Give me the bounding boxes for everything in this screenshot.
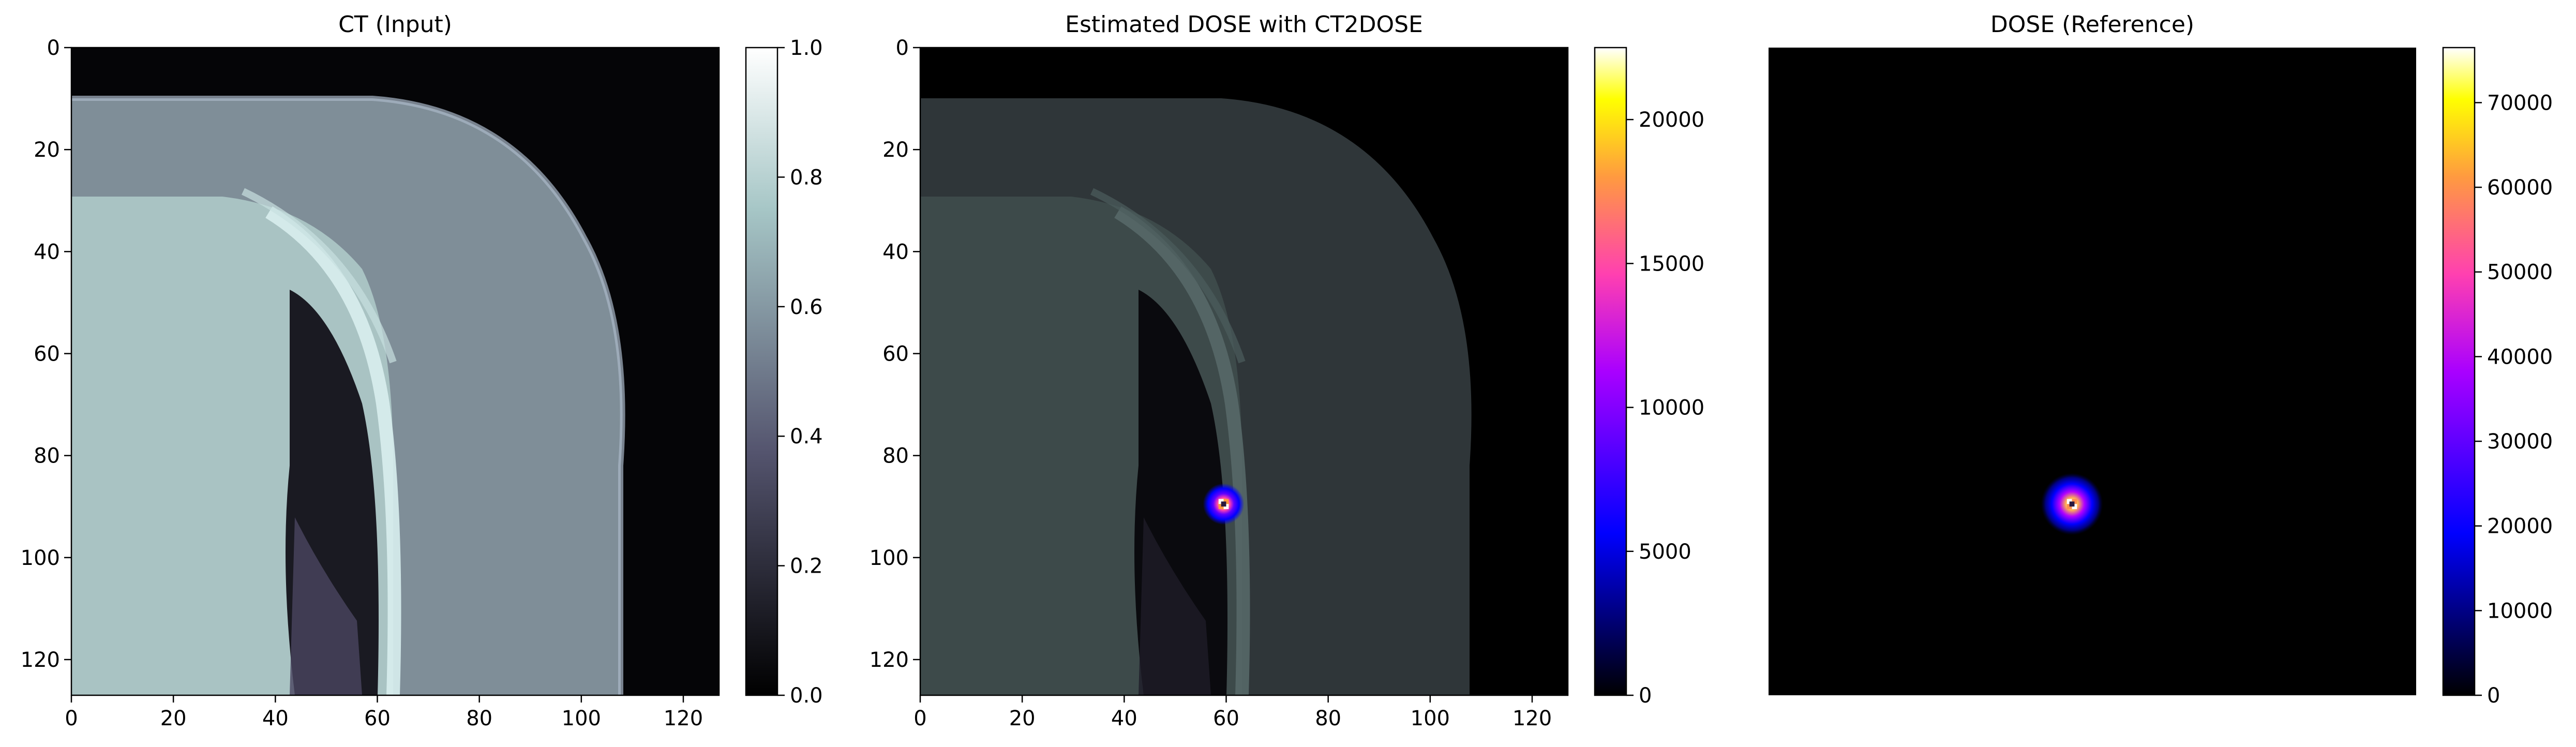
x-tick-label: 80 (466, 707, 492, 730)
y-tick-label: 120 (21, 648, 60, 672)
panel-dose-reference: DOSE (Reference) 0 10000 20000 30000 40000 50… (1769, 11, 2553, 708)
panel-1-frame (70, 47, 720, 696)
colorbar-tick-label: 20000 (1639, 108, 1704, 132)
x-tick-label: 60 (364, 707, 391, 730)
x-tick-label: 80 (1315, 707, 1341, 730)
x-tick-label: 20 (160, 707, 187, 730)
x-tick-label: 100 (1411, 707, 1450, 730)
panel-2-frame (919, 47, 1569, 696)
panel-1-axis-ticks: 0 20 40 60 80 100 120 0 20 40 60 80 100 120 (21, 36, 703, 730)
x-tick-label: 0 (913, 707, 926, 730)
y-tick-label: 20 (882, 138, 909, 162)
panel-estimated-dose: Estimated DOSE with CT2DOSE 0 20 40 60 80 100… (870, 11, 1705, 730)
y-tick-label: 80 (34, 444, 60, 468)
colorbar-tick-label: 40000 (2487, 345, 2553, 369)
colorbar-tick-label: 0.8 (790, 166, 823, 189)
colorbar-3-ticks: 0 10000 20000 30000 40000 50000 60000 70000 (2475, 91, 2553, 708)
x-tick-label: 40 (1111, 707, 1137, 730)
colorbar-2-bar (1594, 47, 1627, 696)
x-tick-label: 40 (262, 707, 289, 730)
colorbar-tick-label: 0.4 (790, 425, 823, 449)
panel-2-axis-ticks: 0 20 40 60 80 100 120 0 20 40 60 80 100 120 (870, 36, 1552, 730)
colorbar-tick-label: 70000 (2487, 91, 2553, 115)
x-tick-label: 100 (562, 707, 601, 730)
y-tick-label: 0 (896, 36, 909, 60)
reference-dose-image (1769, 48, 2416, 695)
colorbar-tick-label: 50000 (2487, 261, 2553, 285)
colorbar-tick-label: 30000 (2487, 430, 2553, 454)
colorbar-tick-label: 0 (1639, 684, 1652, 708)
x-tick-label: 20 (1009, 707, 1036, 730)
y-tick-label: 20 (34, 138, 60, 162)
colorbar-tick-label: 15000 (1639, 252, 1704, 276)
panel-ct-input: CT (Input) 0 20 40 60 80 100 120 0 20 40 60 80 100 12… (21, 11, 823, 730)
colorbar-tick-label: 0 (2487, 684, 2500, 708)
colorbar-tick-label: 0.2 (790, 555, 823, 578)
ct-lung-haze (290, 517, 362, 695)
colorbar-tick-label: 10000 (2487, 599, 2553, 623)
colorbar-tick-label: 20000 (2487, 515, 2553, 539)
colorbar-2-ticks: 0 5000 10000 15000 20000 (1626, 108, 1704, 708)
colorbar-tick-label: 5000 (1639, 540, 1691, 564)
y-tick-label: 100 (21, 546, 60, 570)
panel-3-title: DOSE (Reference) (1990, 11, 2194, 38)
x-tick-label: 60 (1213, 707, 1239, 730)
y-tick-label: 120 (870, 648, 909, 672)
colorbar-tick-label: 1.0 (790, 36, 823, 60)
panel-1-title: CT (Input) (338, 11, 452, 38)
y-tick-label: 0 (47, 36, 60, 60)
y-tick-label: 100 (870, 546, 909, 570)
colorbar-tick-label: 10000 (1639, 396, 1704, 420)
y-tick-label: 40 (882, 240, 909, 264)
colorbar-3-bar (2442, 47, 2476, 696)
panel-2-title: Estimated DOSE with CT2DOSE (1065, 11, 1423, 38)
colorbar-tick-label: 0.6 (790, 295, 823, 319)
dose-pixel-core (2069, 501, 2075, 507)
estimated-dose-image (920, 48, 1568, 695)
y-tick-label: 80 (882, 444, 909, 468)
ct-bone-stripe (265, 206, 401, 695)
x-tick-label: 120 (1512, 707, 1552, 730)
y-tick-label: 40 (34, 240, 60, 264)
colorbar-tick-label: 60000 (2487, 176, 2553, 200)
dose-hotspot-reference (2041, 473, 2103, 535)
x-tick-label: 0 (65, 707, 78, 730)
dose-pixel-core (1221, 501, 1226, 507)
colorbar-tick-label: 0.0 (790, 684, 823, 708)
colorbar-1-bar (745, 47, 778, 696)
colorbar-1-ticks: 0.0 0.2 0.4 0.6 0.8 1.0 (777, 36, 823, 708)
x-tick-label: 120 (664, 707, 703, 730)
dose-hotspot-estimated (1203, 483, 1245, 525)
ct-image (71, 48, 719, 695)
y-tick-label: 60 (882, 342, 909, 366)
y-tick-label: 60 (34, 342, 60, 366)
